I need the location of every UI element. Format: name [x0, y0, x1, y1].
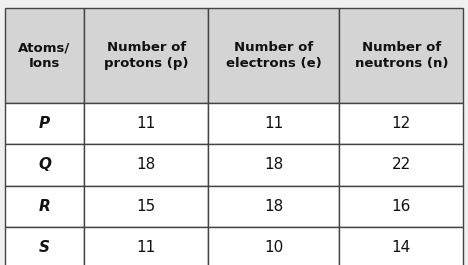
Text: 10: 10 — [264, 240, 284, 255]
Bar — [339, 227, 463, 265]
Text: 12: 12 — [392, 116, 411, 131]
Text: P: P — [39, 116, 50, 131]
Bar — [5, 8, 84, 103]
Text: 18: 18 — [137, 157, 156, 173]
Bar — [208, 186, 339, 227]
Bar — [339, 144, 463, 186]
Text: Number of
electrons (e): Number of electrons (e) — [226, 41, 322, 70]
Bar — [84, 103, 208, 144]
Text: Number of
protons (p): Number of protons (p) — [104, 41, 189, 70]
Text: 18: 18 — [264, 157, 284, 173]
Text: R: R — [38, 198, 51, 214]
Bar — [5, 227, 84, 265]
Text: S: S — [39, 240, 50, 255]
Bar — [208, 8, 339, 103]
Bar — [84, 144, 208, 186]
Text: 15: 15 — [137, 198, 156, 214]
Text: 14: 14 — [392, 240, 411, 255]
Text: 18: 18 — [264, 198, 284, 214]
Bar — [5, 103, 84, 144]
Text: Atoms/
Ions: Atoms/ Ions — [18, 41, 71, 70]
Bar — [339, 8, 463, 103]
Bar — [84, 8, 208, 103]
Text: Q: Q — [38, 157, 51, 173]
Text: 22: 22 — [392, 157, 411, 173]
Bar — [208, 227, 339, 265]
Bar — [339, 103, 463, 144]
Text: 16: 16 — [392, 198, 411, 214]
Bar — [84, 227, 208, 265]
Text: 11: 11 — [137, 116, 156, 131]
Text: Number of
neutrons (n): Number of neutrons (n) — [355, 41, 448, 70]
Text: 11: 11 — [137, 240, 156, 255]
Bar — [339, 186, 463, 227]
Bar — [5, 186, 84, 227]
Bar — [208, 144, 339, 186]
Text: 11: 11 — [264, 116, 284, 131]
Bar — [208, 103, 339, 144]
Bar — [5, 144, 84, 186]
Bar — [84, 186, 208, 227]
